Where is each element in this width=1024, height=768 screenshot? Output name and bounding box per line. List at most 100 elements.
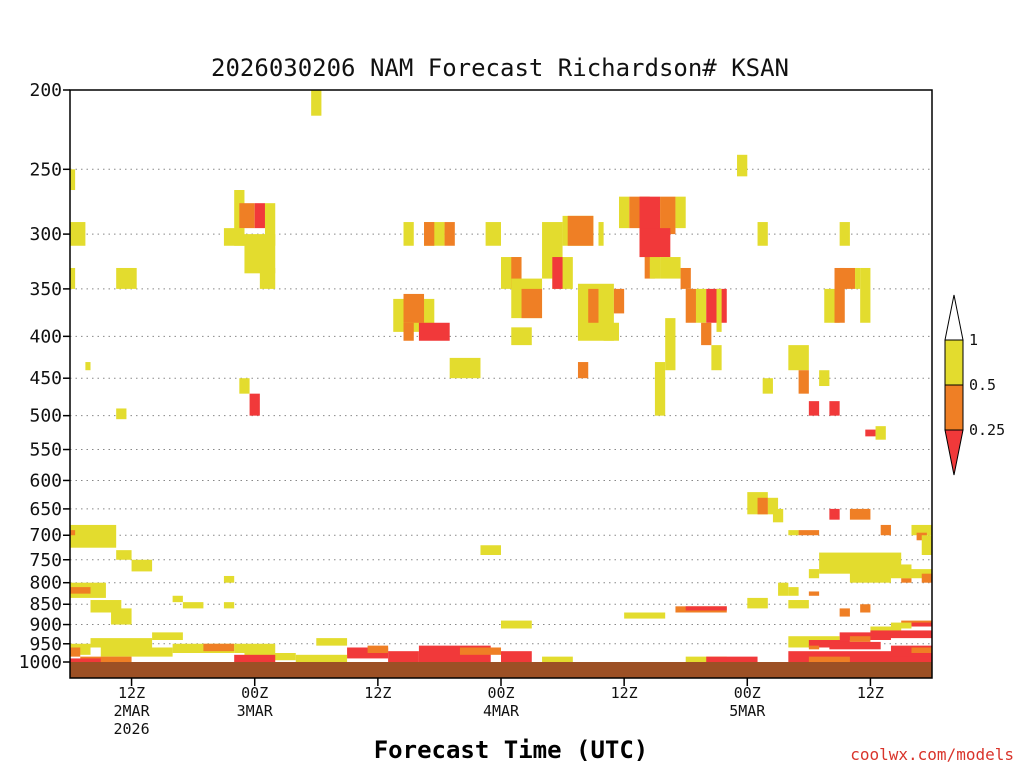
- x-tick-label: 2026: [114, 720, 150, 738]
- y-tick-label: 500: [29, 406, 62, 427]
- ri-cell: [552, 257, 563, 289]
- ri-cell: [829, 508, 840, 520]
- ri-cell: [577, 362, 589, 379]
- y-tick-label: 550: [29, 440, 62, 461]
- ri-cell: [829, 641, 881, 650]
- ri-cell: [485, 222, 501, 246]
- x-tick-label: 00Z: [487, 684, 514, 702]
- ri-cell: [890, 622, 912, 629]
- ri-cell: [870, 626, 902, 633]
- ri-cell: [116, 267, 137, 289]
- ri-cell: [501, 651, 532, 662]
- ri-cell: [778, 582, 789, 596]
- y-tick-label: 750: [29, 550, 62, 571]
- ri-cell: [316, 638, 348, 646]
- ri-cell: [588, 288, 599, 323]
- x-tick-label: 5MAR: [729, 702, 766, 720]
- ri-cell: [403, 322, 414, 341]
- ri-cell: [901, 569, 932, 579]
- ri-cell: [716, 288, 722, 332]
- ri-cell: [116, 408, 127, 420]
- ri-cell: [819, 552, 902, 574]
- ri-cell: [501, 620, 532, 629]
- ri-cell: [234, 654, 276, 662]
- y-tick-label: 850: [29, 594, 62, 615]
- ri-cell: [839, 222, 850, 246]
- ri-cell: [80, 656, 132, 662]
- ri-cell: [680, 267, 691, 289]
- ri-cell: [403, 222, 414, 246]
- ri-cell: [880, 524, 891, 536]
- ri-cell: [849, 571, 891, 583]
- ri-cell: [685, 288, 696, 323]
- ri-cell: [849, 636, 871, 642]
- x-tick-label: 00Z: [241, 684, 268, 702]
- ri-cell: [839, 608, 850, 617]
- ri-cell: [203, 643, 235, 652]
- ri-cell: [295, 654, 348, 662]
- ri-cell: [613, 288, 625, 314]
- ri-cell: [798, 530, 820, 536]
- x-tick-label: 12Z: [611, 684, 638, 702]
- ri-cell: [767, 497, 779, 515]
- ri-cell: [70, 647, 81, 657]
- credit-link[interactable]: coolwx.com/models: [850, 745, 1014, 764]
- ri-cell: [911, 647, 932, 654]
- ri-cell: [264, 203, 276, 246]
- y-tick-label: 200: [29, 80, 62, 101]
- ri-cell: [388, 651, 419, 662]
- ri-cell: [757, 222, 768, 246]
- legend-label: 0.25: [969, 421, 1005, 439]
- ri-cell: [839, 267, 856, 289]
- ri-cell: [665, 318, 676, 371]
- y-tick-label: 600: [29, 470, 62, 491]
- ri-cell: [521, 288, 543, 319]
- ri-cell: [711, 345, 722, 371]
- ri-cell: [701, 322, 712, 346]
- ri-cell: [111, 608, 132, 625]
- ri-cell: [747, 597, 768, 609]
- x-tick-label: 12Z: [118, 684, 145, 702]
- ri-cell: [223, 228, 245, 246]
- ri-cell: [418, 322, 450, 341]
- ri-cell: [788, 600, 809, 609]
- ri-cell: [598, 222, 604, 246]
- ri-cell: [870, 630, 932, 639]
- ri-cell: [116, 550, 132, 560]
- ri-cell: [90, 638, 153, 648]
- grid-lines: [70, 168, 932, 645]
- ground-surface: [70, 662, 932, 678]
- ri-cell: [772, 508, 784, 523]
- y-tick-label: 800: [29, 573, 62, 594]
- ri-cell: [367, 645, 389, 654]
- ri-cell: [819, 370, 830, 387]
- ri-cell: [152, 632, 183, 641]
- ri-cell: [511, 257, 522, 289]
- ri-cell: [901, 578, 912, 583]
- ri-cell: [911, 622, 932, 627]
- ri-cell: [921, 535, 932, 555]
- x-tick-label: 12Z: [857, 684, 884, 702]
- y-tick-label: 400: [29, 326, 62, 347]
- ri-cell: [172, 595, 183, 603]
- richardson-cells: [70, 90, 932, 662]
- ri-cell: [603, 322, 620, 341]
- ri-cell: [249, 393, 260, 416]
- ri-cell: [660, 257, 681, 279]
- ri-cell: [239, 378, 250, 394]
- ri-cell: [706, 656, 758, 662]
- ri-cell: [839, 632, 891, 641]
- ri-cell: [403, 293, 425, 323]
- ri-cell: [459, 647, 501, 655]
- ri-cell: [239, 203, 255, 229]
- ri-cell: [639, 228, 671, 258]
- legend-swatch: [944, 339, 964, 386]
- ri-cell: [424, 222, 435, 246]
- ri-cell: [660, 196, 676, 235]
- ri-cell: [808, 591, 820, 596]
- ri-cell: [860, 604, 871, 613]
- ri-cell: [311, 90, 322, 116]
- x-tick-label: 3MAR: [237, 702, 274, 720]
